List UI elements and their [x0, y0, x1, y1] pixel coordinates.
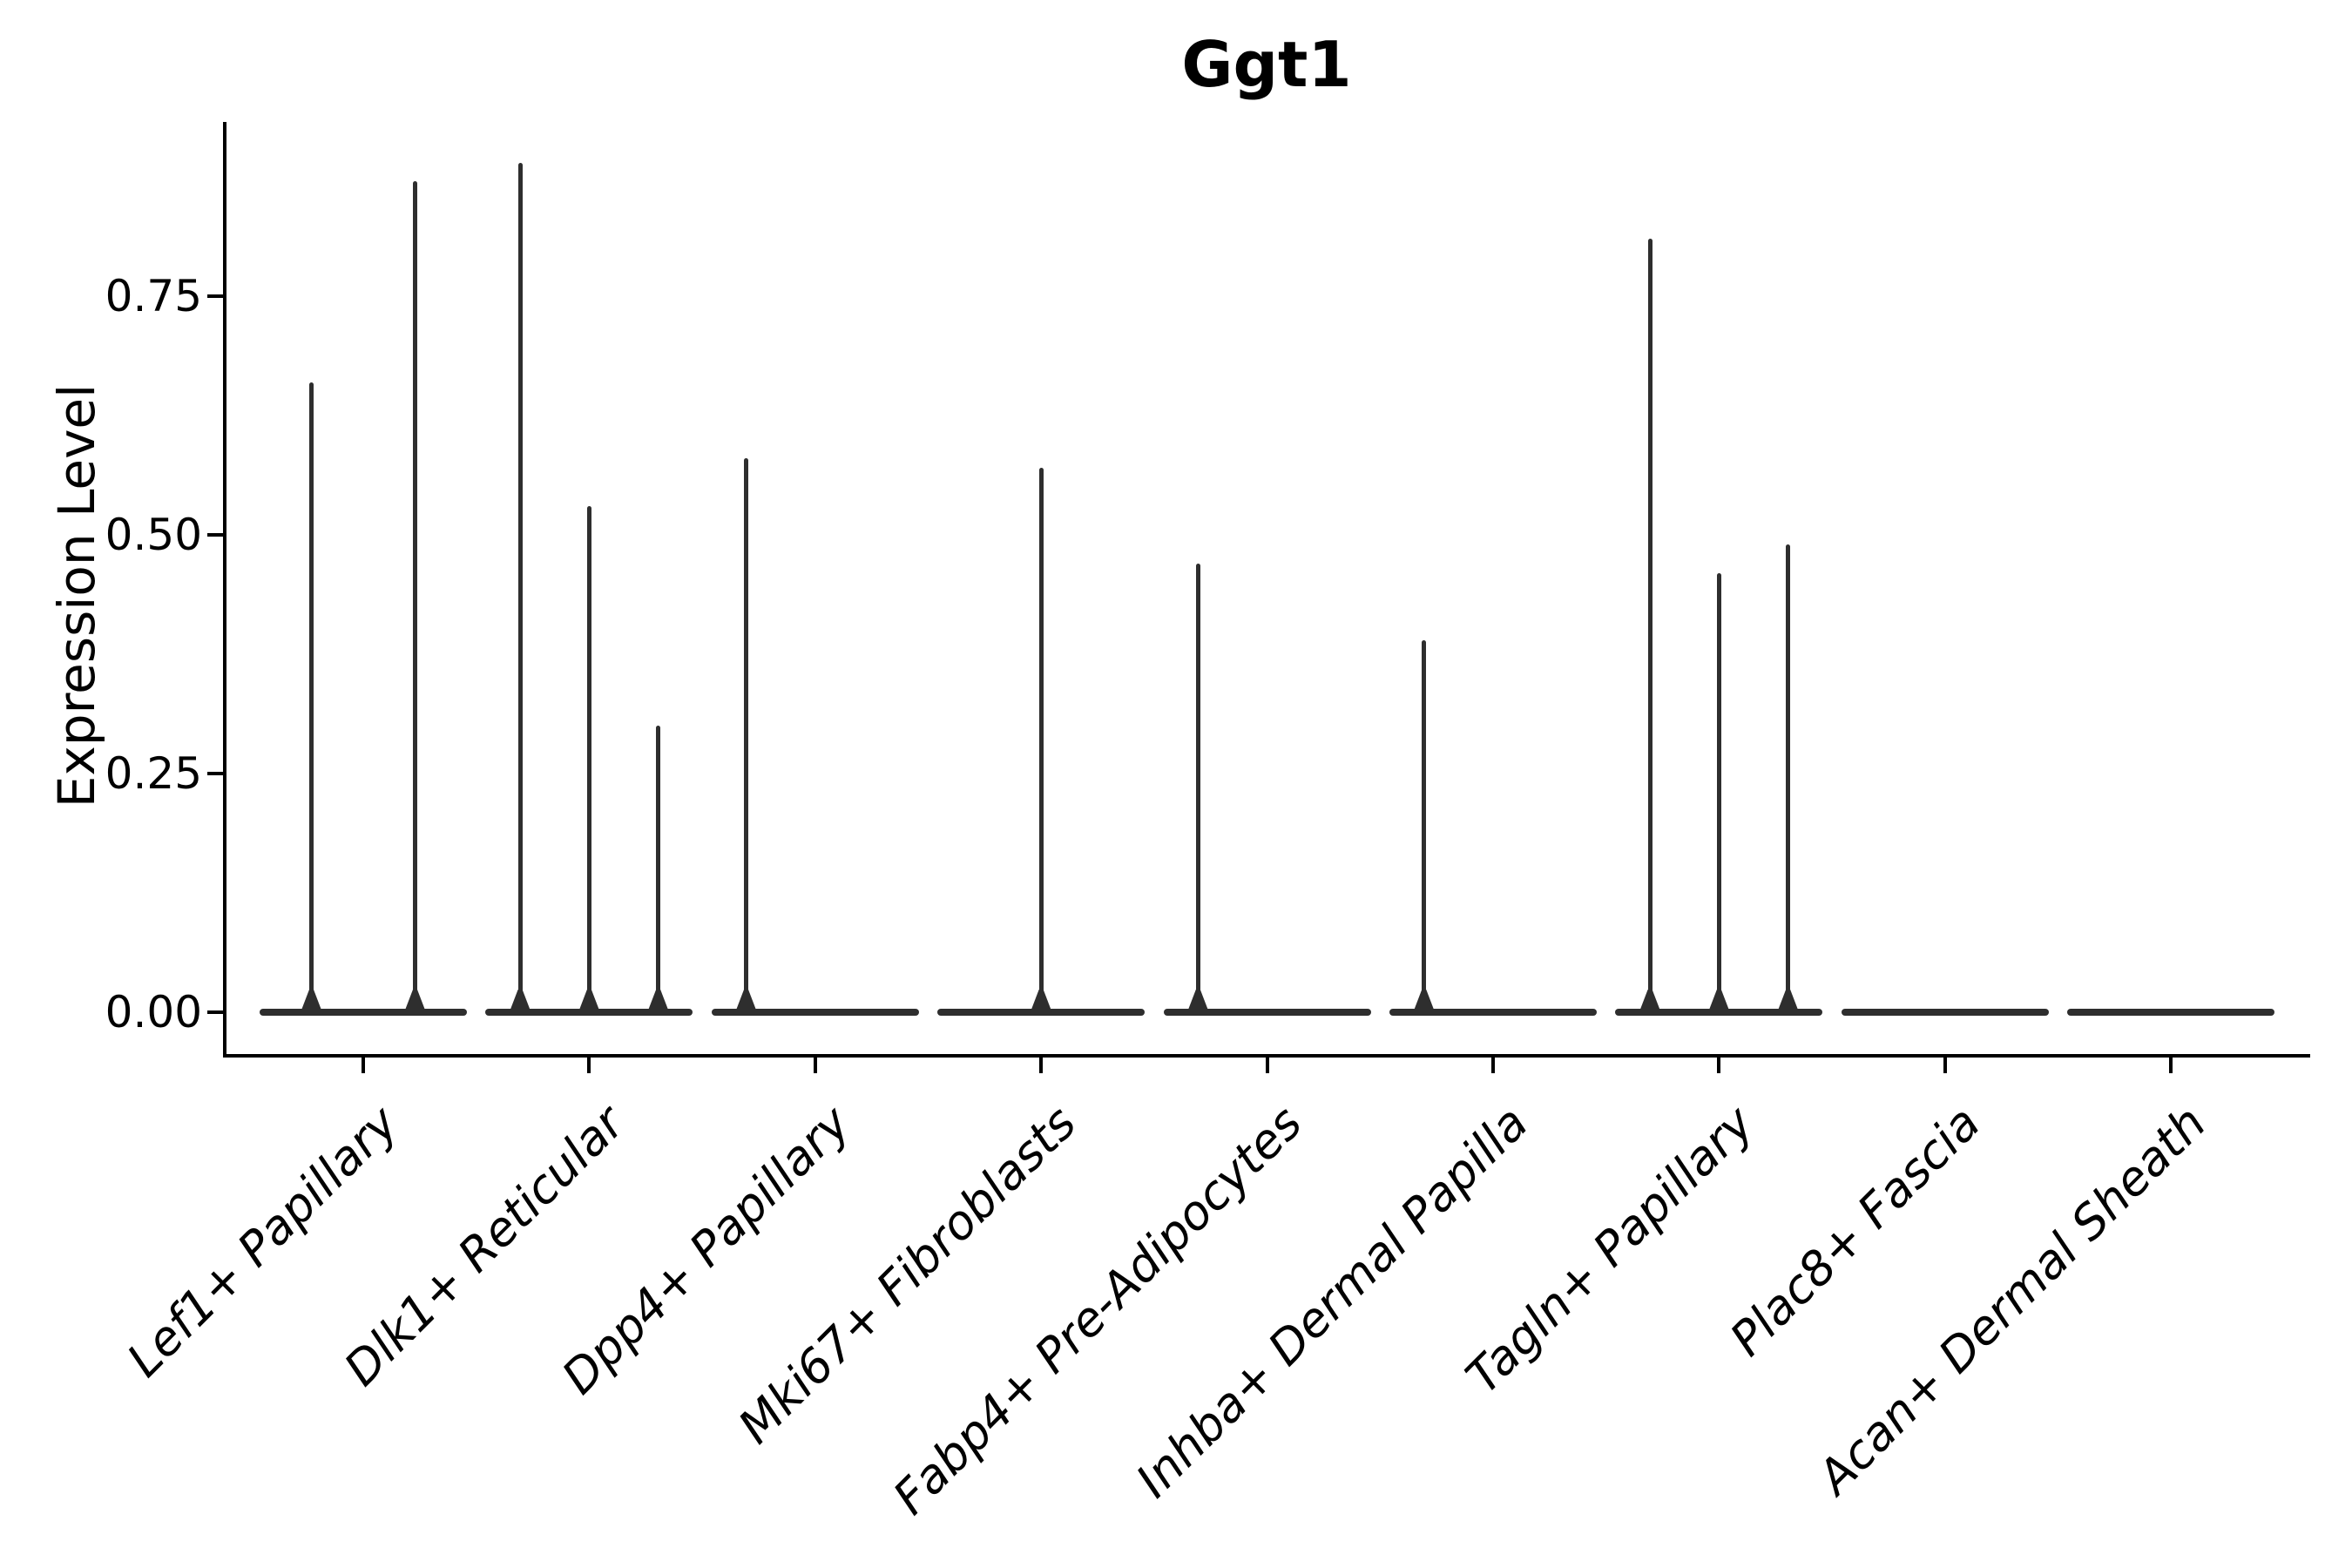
violin-spike	[309, 382, 314, 1014]
violin-spike	[744, 458, 749, 1014]
x-tick-mark	[1717, 1058, 1721, 1073]
x-tick-mark	[1265, 1058, 1269, 1073]
violin-taper	[645, 990, 671, 1016]
violin-spike	[1786, 544, 1791, 1014]
y-axis-line	[223, 122, 226, 1058]
violin-spike	[413, 181, 417, 1014]
violin-spike	[586, 506, 591, 1014]
y-tick-label: 0.75	[105, 271, 202, 321]
y-tick-label: 0.00	[105, 987, 202, 1037]
violin-base	[2067, 1009, 2275, 1016]
chart-title: Ggt1	[1181, 28, 1352, 101]
x-tick-mark	[1491, 1058, 1495, 1073]
x-tick-label: Inhba+ Dermal Papilla	[1125, 1095, 1538, 1509]
x-tick-label: Fabp4+ Pre-Adipocytes	[882, 1095, 1313, 1525]
violin-spike	[1195, 563, 1200, 1014]
y-tick-label: 0.50	[105, 510, 202, 560]
violin-taper	[402, 990, 428, 1016]
y-tick-mark	[207, 1010, 223, 1014]
violin-taper	[577, 990, 602, 1016]
violin-taper	[299, 990, 324, 1016]
y-tick-mark	[207, 772, 223, 775]
y-tick-mark	[207, 533, 223, 537]
y-axis-title: Expression Level	[47, 383, 106, 808]
y-tick-mark	[207, 294, 223, 298]
x-tick-mark	[1943, 1058, 1947, 1073]
x-tick-mark	[362, 1058, 365, 1073]
violin-spike	[1647, 239, 1652, 1014]
violin-base	[711, 1009, 919, 1016]
violin-taper	[508, 990, 533, 1016]
violin-spike	[1422, 639, 1427, 1014]
violin-spike	[656, 726, 661, 1014]
violin-spike	[1038, 468, 1044, 1014]
violin-base	[1389, 1009, 1597, 1016]
y-tick-label: 0.25	[105, 748, 202, 799]
x-axis-line	[223, 1054, 2310, 1058]
x-tick-mark	[587, 1058, 591, 1073]
x-tick-mark	[1039, 1058, 1044, 1073]
violin-taper	[1186, 990, 1211, 1016]
x-tick-mark	[2169, 1058, 2173, 1073]
x-tick-label: Acan+ Dermal Sheath	[1807, 1095, 2217, 1505]
violin-taper	[1775, 990, 1801, 1016]
violin-spike	[1716, 572, 1721, 1014]
violin-base	[1163, 1009, 1371, 1016]
violin-base	[260, 1009, 467, 1016]
violin-taper	[1411, 990, 1436, 1016]
x-tick-mark	[813, 1058, 817, 1073]
violin-spike	[517, 162, 523, 1014]
violin-taper	[733, 990, 759, 1016]
violin-taper	[1638, 990, 1663, 1016]
violin-taper	[1029, 990, 1054, 1016]
violin-base	[1841, 1009, 2049, 1016]
violin-taper	[1707, 990, 1732, 1016]
